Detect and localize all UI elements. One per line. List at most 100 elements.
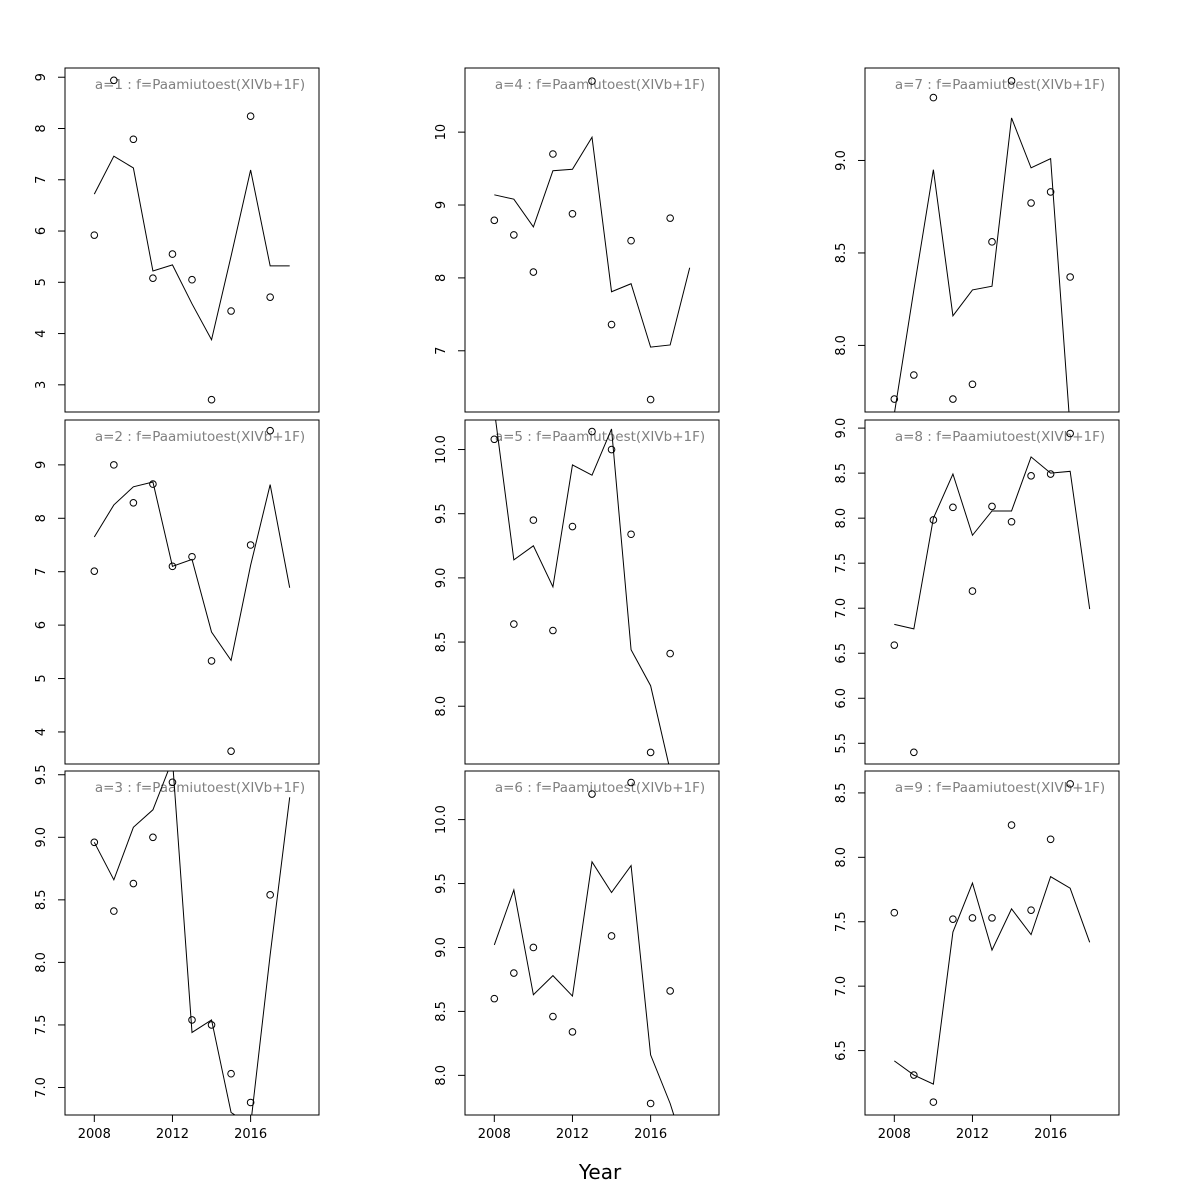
- panel: a=2 : f=Paamiutoest(XIVb+1F) 4 5 6 7 8 9: [34, 419, 320, 765]
- y-tick-label: 8.5: [434, 1001, 449, 1022]
- point: [490, 435, 499, 444]
- panel-frame: [64, 419, 320, 765]
- point: [110, 76, 118, 85]
- point: [910, 371, 918, 379]
- point: [168, 562, 177, 571]
- point: [227, 1069, 235, 1078]
- point: [968, 914, 977, 922]
- point: [1007, 821, 1016, 829]
- point: [168, 778, 177, 787]
- x-tick-label: 2016: [1034, 1127, 1067, 1142]
- point: [246, 541, 255, 549]
- point: [110, 907, 118, 915]
- point: [529, 943, 538, 952]
- point: [949, 503, 957, 512]
- point: [568, 522, 577, 531]
- point: [529, 268, 538, 276]
- point: [490, 216, 499, 225]
- point: [666, 649, 674, 658]
- y-tick-label: 8.5: [834, 243, 849, 264]
- y-tick-label: 9: [434, 201, 449, 209]
- point: [129, 498, 138, 507]
- point: [929, 516, 938, 524]
- panel-frame: [464, 67, 720, 413]
- point: [607, 320, 616, 329]
- panel: a=7 : f=Paamiutoest(XIVb+1F) 8.0 8.5 9.0: [834, 67, 1120, 413]
- point: [890, 641, 899, 649]
- y-tick-label: 9.5: [34, 764, 49, 785]
- point: [568, 209, 577, 218]
- point: [627, 778, 635, 787]
- y-tick-label: 4: [34, 728, 49, 736]
- point: [607, 932, 616, 940]
- x-tick-label: 2008: [878, 1127, 911, 1142]
- panel: a=9 : f=Paamiutoest(XIVb+1F) 6.5 7.0 7.5 8.0…: [834, 770, 1120, 1142]
- point: [910, 1071, 918, 1079]
- point: [129, 135, 138, 144]
- panel: a=6 : f=Paamiutoest(XIVb+1F) 8.0 8.5 9.0 9.5…: [434, 770, 720, 1142]
- point: [149, 480, 157, 488]
- point: [207, 395, 216, 404]
- panel: a=8 : f=Paamiutoest(XIVb+1F) 5.5 6.0 6.5 7.0…: [834, 418, 1120, 765]
- plot-area: [490, 420, 674, 764]
- y-tick-label: 8.5: [834, 463, 849, 484]
- y-tick-label: 7: [34, 568, 49, 576]
- point: [188, 275, 196, 284]
- point: [510, 969, 518, 977]
- plot-area: [890, 77, 1074, 412]
- y-tick-label: 10: [434, 124, 449, 141]
- panel-title: a=5 : f=Paamiutoest(XIVb+1F): [495, 429, 705, 445]
- plot-area: [90, 771, 291, 1115]
- point: [1007, 77, 1016, 85]
- point: [910, 748, 918, 757]
- plot-area: [890, 780, 1091, 1106]
- point: [266, 426, 274, 435]
- point: [988, 914, 996, 922]
- y-tick-label: 9.0: [834, 418, 849, 439]
- panel-title: a=4 : f=Paamiutoest(XIVb+1F): [495, 77, 705, 93]
- point: [246, 112, 255, 120]
- y-tick-label: 9: [34, 73, 49, 81]
- point: [549, 626, 557, 635]
- x-tick-label: 2016: [234, 1127, 267, 1142]
- point: [1046, 188, 1055, 196]
- point: [90, 838, 99, 847]
- fitted-line: [93, 155, 290, 342]
- x-tick-label: 2012: [556, 1127, 589, 1142]
- point: [666, 987, 674, 995]
- y-tick-label: 6.5: [834, 643, 849, 664]
- panel: a=5 : f=Paamiutoest(XIVb+1F) 8.0 8.5 9.0 9.5…: [434, 419, 720, 765]
- plot-area: [890, 429, 1091, 757]
- point: [1046, 470, 1055, 478]
- panel: a=1 : f=Paamiutoest(XIVb+1F) 3 4 5 6 7 8 9: [34, 67, 320, 413]
- panel-title: a=9 : f=Paamiutoest(XIVb+1F): [895, 780, 1105, 796]
- x-tick-label: 2008: [78, 1127, 111, 1142]
- panel-title: a=1 : f=Paamiutoest(XIVb+1F): [95, 77, 305, 93]
- panel-title: a=8 : f=Paamiutoest(XIVb+1F): [895, 429, 1105, 445]
- point: [929, 93, 938, 102]
- y-tick-label: 8: [34, 124, 49, 132]
- panel-frame: [864, 67, 1120, 413]
- fitted-line: [493, 860, 675, 1115]
- panel: a=4 : f=Paamiutoest(XIVb+1F) 7 8 9 10: [434, 67, 720, 413]
- panel-frame: [64, 770, 320, 1116]
- point: [1027, 906, 1035, 914]
- panel-frame: [64, 67, 320, 413]
- point: [149, 274, 157, 282]
- y-tick-label: 5: [34, 278, 49, 286]
- y-tick-label: 9.0: [34, 827, 49, 848]
- y-tick-label: 7: [434, 347, 449, 355]
- y-tick-label: 8: [34, 514, 49, 522]
- point: [188, 1016, 196, 1024]
- point: [929, 1098, 938, 1106]
- point: [588, 77, 596, 85]
- plot-area: [490, 77, 691, 404]
- point: [246, 1098, 255, 1107]
- point: [549, 150, 557, 158]
- point: [890, 908, 899, 917]
- y-tick-label: 9: [34, 461, 49, 469]
- point: [227, 307, 235, 315]
- point: [266, 293, 274, 301]
- y-tick-label: 6: [34, 227, 49, 235]
- fitted-line: [93, 481, 291, 662]
